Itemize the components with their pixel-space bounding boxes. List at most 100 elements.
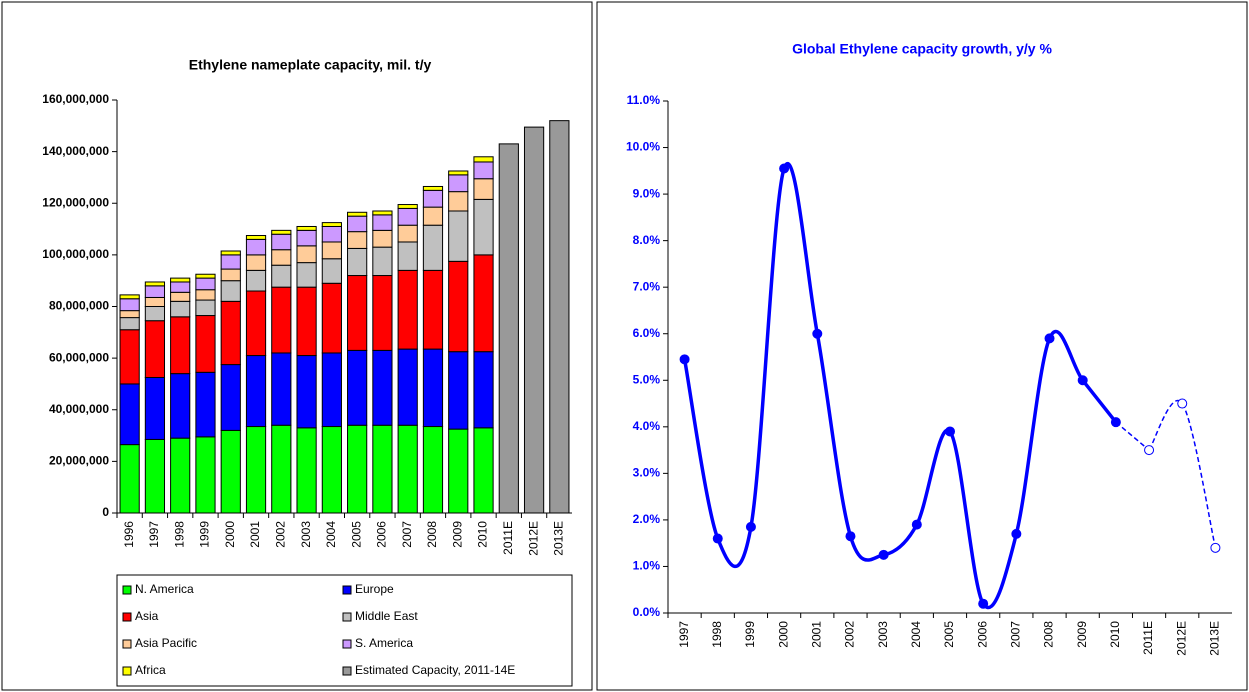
bar-segment (549, 120, 570, 514)
x-tick-label: 2005 (942, 621, 956, 648)
bar-segment (220, 429, 241, 514)
x-tick-label: 2012E (1174, 621, 1188, 656)
bar-segment (119, 444, 140, 514)
x-tick-label: 2006 (975, 621, 989, 648)
bar-segment (119, 310, 140, 319)
chart-title: Global Ethylene capacity growth, y/y % (792, 41, 1052, 57)
bar-segment (448, 210, 469, 262)
bar-segment (422, 185, 444, 191)
bar-segment (473, 351, 494, 429)
bar-segment (448, 351, 469, 430)
bar-segment (271, 286, 292, 354)
bar-segment (347, 275, 368, 351)
point (845, 531, 856, 542)
bar-segment (296, 225, 317, 231)
y-tick-label: 7.0% (633, 279, 661, 293)
bar-segment (296, 286, 317, 357)
bar-segment (119, 294, 140, 300)
bar-segment (473, 156, 494, 163)
y-tick-label: 11.0% (627, 93, 661, 107)
y-tick-label: 60,000,000 (49, 350, 109, 364)
x-tick-label: 1998 (172, 521, 186, 548)
bar-segment (296, 262, 317, 288)
bar-segment (170, 437, 191, 514)
legend-swatch (342, 612, 352, 622)
bar-segment (195, 299, 216, 317)
y-tick-label: 120,000,000 (42, 195, 109, 209)
x-tick-label: 1999 (198, 521, 212, 548)
bar-segment (397, 204, 418, 209)
x-tick-label: 2001 (809, 621, 823, 648)
bar-segment (321, 282, 342, 354)
bar-segment (195, 273, 216, 279)
bar-segment (422, 426, 444, 514)
x-tick-label: 2003 (876, 621, 890, 648)
x-tick-label: 2011E (1141, 621, 1155, 655)
bar-segment (296, 245, 317, 264)
x-tick-label: 1997 (677, 621, 691, 648)
x-tick-label: 2001 (248, 521, 262, 548)
legend-swatch (122, 612, 132, 622)
right-panel (596, 1, 1248, 691)
point (712, 533, 723, 544)
legend-label: Asia (135, 609, 159, 623)
point (1044, 333, 1055, 344)
bar-segment (220, 364, 241, 431)
bar-segment (448, 260, 469, 353)
bar-segment (220, 250, 241, 256)
bar-segment (422, 206, 444, 226)
bar-segment (372, 275, 393, 351)
x-tick-label: 2009 (1075, 621, 1089, 648)
bar-segment (372, 229, 393, 248)
bar-segment (271, 264, 292, 288)
bar-segment (347, 247, 368, 277)
x-tick-label: 2002 (843, 621, 857, 648)
bar-segment (144, 281, 166, 287)
point (911, 519, 922, 530)
legend-swatch (122, 639, 132, 649)
bar-segment (473, 178, 494, 200)
x-tick-label: 1999 (743, 621, 757, 648)
x-tick-label: 2009 (450, 521, 464, 548)
y-tick-label: 140,000,000 (42, 144, 109, 158)
point (1177, 398, 1188, 409)
bar-segment (473, 254, 494, 353)
point (945, 426, 955, 437)
bar-segment (170, 300, 191, 318)
bar-segment (523, 126, 545, 514)
bar-segment (245, 235, 267, 240)
bar-segment (296, 427, 317, 514)
bar-segment (144, 438, 166, 514)
y-tick-label: 10.0% (626, 140, 660, 154)
bar-segment (271, 249, 292, 266)
x-tick-label: 2013E (1208, 621, 1222, 656)
y-tick-label: 20,000,000 (49, 454, 109, 468)
bar-segment (245, 238, 267, 256)
bar-segment (144, 320, 166, 378)
bar-segment (119, 329, 140, 385)
bar-segment (195, 315, 216, 373)
y-tick-label: 9.0% (633, 186, 661, 200)
bar-segment (397, 241, 418, 271)
x-tick-label: 2005 (349, 521, 363, 548)
bar-segment (144, 376, 166, 440)
bar-segment (498, 143, 519, 514)
bar-segment (372, 424, 393, 514)
bar-segment (321, 426, 342, 514)
point (1144, 445, 1155, 456)
legend-swatch (342, 585, 352, 595)
legend-label: Europe (355, 582, 394, 596)
bar-segment (271, 424, 292, 514)
bar-segment (321, 225, 342, 243)
bar-segment (119, 317, 140, 331)
bar-segment (448, 170, 469, 176)
bar-segment (372, 210, 393, 216)
bar-segment (195, 436, 216, 514)
bar-segment (220, 300, 241, 366)
bar-segment (321, 241, 342, 260)
bar-segment (347, 424, 368, 514)
bar-segment (321, 352, 342, 428)
y-tick-label: 0 (102, 505, 109, 519)
x-tick-label: 1997 (147, 521, 161, 548)
